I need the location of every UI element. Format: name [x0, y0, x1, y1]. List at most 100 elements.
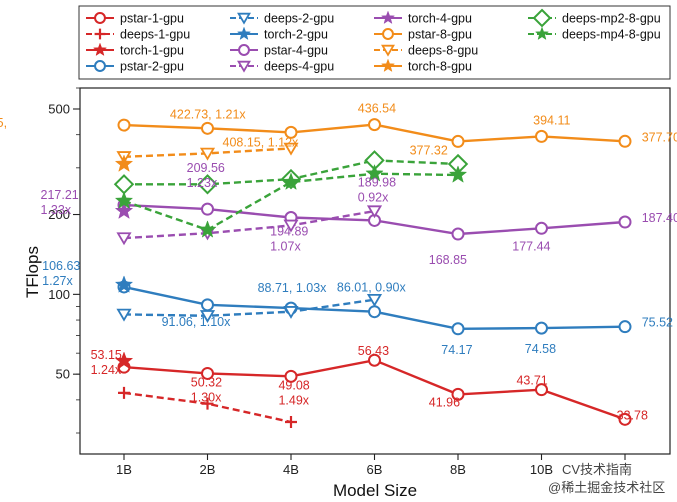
legend-entry-pstar-8-gpu: pstar-8-gpu — [374, 28, 472, 42]
series-pstar-1-gpu — [117, 353, 632, 426]
data-point-torch-4-gpu — [114, 201, 134, 219]
data-label-line: 1.30x — [191, 390, 222, 404]
series-layer — [113, 118, 632, 429]
series-deeps-2-gpu — [116, 293, 383, 323]
data-label-line: 194.89 — [270, 225, 308, 239]
legend-label: deeps-1-gpu — [120, 28, 190, 42]
data-point-pstar-2-gpu — [201, 298, 214, 312]
data-point-pstar-1-gpu — [284, 369, 298, 383]
data-label: 91.06, 1.10x — [162, 315, 232, 329]
legend-label: pstar-2-gpu — [120, 60, 184, 74]
data-point-deeps-mp4-8-gpu — [448, 165, 468, 183]
data-label: 49.08 1.49x — [278, 378, 309, 407]
data-label-line: 187.40 — [642, 211, 677, 225]
data-point-deeps-4-gpu — [366, 205, 383, 219]
data-label: 422.73, 1.21x — [170, 107, 247, 121]
y-axis: 50 100 200 500 — [48, 87, 80, 434]
data-point-pstar-8-gpu — [451, 134, 465, 148]
series-deeps-1-gpu — [118, 386, 297, 429]
series-torch-1-gpu — [114, 351, 134, 369]
data-point-pstar-4-gpu — [201, 202, 214, 216]
legend-entry-deeps-8-gpu: deeps-8-gpu — [374, 44, 478, 58]
data-point-deeps-mp4-8-gpu — [198, 220, 217, 238]
data-label-line: 75.52 — [642, 316, 673, 330]
data-point-pstar-1-gpu — [618, 412, 632, 426]
annotations-layer: 434.85,1.28x 422.73, 1.21x 408.15, 1.12x 43… — [0, 102, 677, 423]
data-label-line: 436.54 — [358, 102, 396, 116]
legend-label: deeps-8-gpu — [408, 44, 478, 58]
legend-label: torch-8-gpu — [408, 60, 472, 74]
data-label-line: 43.71 — [516, 374, 547, 388]
legend-entry-deeps-mp2-8-gpu: deeps-mp2-8-gpu — [528, 8, 661, 28]
data-label-line: 377.32 — [410, 143, 448, 157]
data-point-pstar-8-gpu — [618, 134, 632, 148]
data-point-deeps-1-gpu — [285, 416, 297, 429]
data-label-line: 1.23x — [187, 176, 218, 190]
x-tick-label: 1B — [116, 462, 132, 477]
legend-marker — [236, 26, 252, 41]
data-label-line: 209.56 — [187, 161, 225, 175]
legend-entry-deeps-4-gpu: deeps-4-gpu — [230, 60, 334, 74]
legend-label: pstar-4-gpu — [264, 44, 328, 58]
data-label-line: 1.24x — [91, 363, 122, 377]
series-line-deeps-2-gpu — [123, 298, 375, 318]
series-torch-4-gpu — [114, 201, 134, 219]
legend-marker — [532, 8, 552, 28]
x-tick-label: 2B — [200, 462, 216, 477]
data-point-pstar-2-gpu — [368, 305, 381, 319]
data-label-line: 217.21 — [41, 188, 79, 202]
data-point-pstar-2-gpu — [618, 320, 632, 334]
data-label: 106.63 1.27x — [42, 259, 80, 288]
data-label: 377.32 — [410, 143, 448, 157]
data-label-line: 422.73, 1.21x — [170, 107, 247, 121]
x-tick-label: 4B — [283, 462, 299, 477]
y-tick-label: 100 — [48, 287, 70, 302]
legend-entry-pstar-2-gpu: pstar-2-gpu — [86, 60, 184, 74]
data-point-deeps-mp4-8-gpu — [281, 172, 301, 190]
data-point-deeps-4-gpu — [116, 232, 132, 246]
legend-marker — [380, 58, 396, 73]
data-label-line: 1.33x — [41, 203, 72, 217]
legend-label: pstar-1-gpu — [120, 12, 184, 26]
legend-marker — [94, 28, 106, 40]
series-pstar-2-gpu — [117, 280, 632, 336]
data-label-line: 88.71, 1.03x — [258, 281, 328, 295]
legend-marker — [237, 12, 251, 25]
y-tick-label: 500 — [48, 101, 70, 116]
y-axis-title: TFlops — [23, 246, 42, 298]
series-pstar-8-gpu — [117, 118, 632, 148]
data-label: 75.52 — [642, 316, 673, 330]
data-point-deeps-8-gpu — [199, 147, 216, 161]
watermark-line-1: CV技术指南 — [562, 462, 632, 477]
data-label: 436.54 — [358, 102, 396, 116]
legend-marker — [238, 44, 250, 56]
data-point-pstar-8-gpu — [117, 118, 131, 132]
data-label-line: 74.17 — [441, 343, 472, 357]
data-label: 53.15 1.24x — [91, 348, 122, 377]
data-point-deeps-8-gpu — [283, 142, 299, 156]
series-line-deeps-1-gpu — [123, 391, 292, 424]
data-label: 33.78 — [617, 408, 648, 422]
data-point-pstar-2-gpu — [451, 322, 465, 336]
series-torch-8-gpu — [114, 154, 134, 172]
data-label-line: 49.08 — [278, 378, 309, 392]
data-label: 194.89 1.07x — [270, 225, 308, 254]
data-point-deeps-1-gpu — [118, 386, 130, 399]
data-point-deeps-mp2-8-gpu — [197, 174, 218, 195]
data-label: 408.15, 1.12x — [223, 135, 300, 149]
legend-marker — [382, 28, 394, 40]
series-line-deeps-mp4-8-gpu — [123, 172, 459, 232]
data-point-deeps-4-gpu — [283, 219, 299, 233]
data-label: 41.96 — [429, 395, 460, 409]
data-point-pstar-4-gpu — [535, 221, 548, 235]
data-label-line: 106.63 — [42, 259, 80, 273]
data-label-line: 1.49x — [278, 393, 309, 407]
data-point-deeps-mp4-8-gpu — [365, 164, 384, 182]
legend-label: torch-1-gpu — [120, 44, 184, 58]
series-deeps-mp4-8-gpu — [114, 164, 468, 238]
x-axis-title: Model Size — [333, 481, 417, 500]
data-point-pstar-2-gpu — [535, 321, 548, 335]
data-label: 377.70 — [642, 130, 677, 144]
watermark-line-2: @稀土掘金技术社区 — [548, 480, 665, 495]
legend-label: torch-2-gpu — [264, 28, 328, 42]
